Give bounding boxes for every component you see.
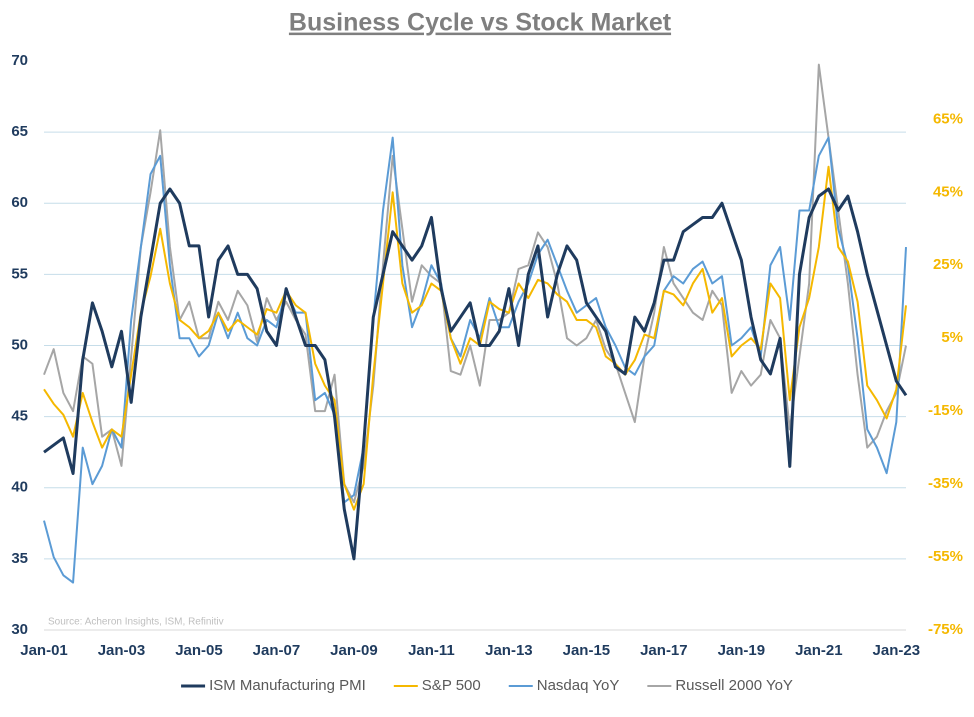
legend-item: Nasdaq YoY: [508, 677, 620, 694]
x-tick-label: Jan-21: [795, 642, 843, 659]
series-line: [43, 63, 907, 504]
x-tick-label: Jan-19: [718, 642, 766, 659]
x-tick-label: Jan-03: [98, 642, 146, 659]
legend-label: ISM Manufacturing PMI: [209, 677, 366, 694]
legend-label: Nasdaq YoY: [537, 677, 620, 694]
chart-title: Business Cycle vs Stock Market: [289, 9, 672, 37]
y-tick-label: 60: [11, 194, 28, 211]
y-tick-label: 40: [11, 479, 28, 496]
y2-tick-label: 65%: [933, 110, 963, 127]
series-line: [43, 187, 908, 561]
y2-tick-label: 25%: [933, 256, 963, 273]
legend-label: Russell 2000 YoY: [675, 677, 793, 694]
y-tick-label: 70: [11, 52, 28, 69]
x-tick-label: Jan-07: [253, 642, 301, 659]
y2-tick-label: 45%: [933, 183, 963, 200]
x-tick-label: Jan-05: [175, 642, 223, 659]
y2-tick-label: -75%: [928, 621, 963, 638]
legend: ISM Manufacturing PMI S&P 500 Nasdaq YoY Ru…: [181, 677, 793, 694]
x-tick-label: Jan-11: [408, 642, 455, 659]
y-tick-label: 50: [11, 336, 28, 353]
y-tick-label: 55: [11, 265, 28, 282]
y2-tick-label: -35%: [928, 475, 963, 492]
legend-item: S&P 500: [393, 677, 481, 694]
y2-tick-label: 5%: [941, 329, 963, 346]
y-tick-label: 30: [11, 621, 28, 638]
source-note: Source: Acheron Insights, ISM, Refinitiv: [48, 617, 224, 628]
y-tick-label: 65: [11, 123, 28, 140]
series-line: [43, 165, 907, 511]
x-tick-label: Jan-17: [640, 642, 688, 659]
legend-item: ISM Manufacturing PMI: [181, 677, 366, 694]
x-tick-label: Jan-09: [330, 642, 378, 659]
legend-label: S&P 500: [422, 677, 481, 694]
y-tick-label: 45: [11, 408, 28, 425]
x-tick-label: Jan-23: [873, 642, 921, 659]
y-tick-label: 35: [11, 550, 28, 567]
y2-tick-label: -55%: [928, 548, 963, 565]
x-tick-label: Jan-01: [20, 642, 68, 659]
y2-tick-label: -15%: [928, 402, 963, 419]
legend-item: Russell 2000 YoY: [647, 677, 793, 694]
x-tick-label: Jan-13: [485, 642, 533, 659]
x-tick-label: Jan-15: [563, 642, 611, 659]
series-line: [43, 136, 907, 584]
